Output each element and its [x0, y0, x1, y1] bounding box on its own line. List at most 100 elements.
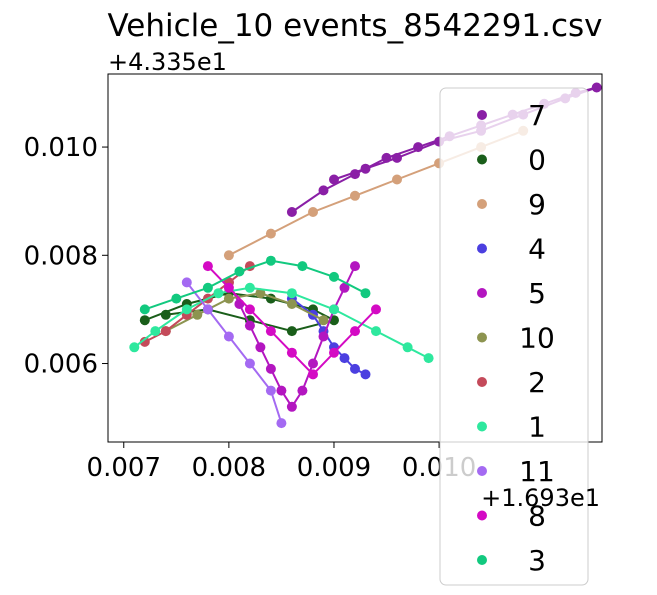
- data-point: [318, 331, 329, 342]
- data-point: [181, 304, 192, 315]
- y-tick-label: 0.006: [24, 350, 98, 380]
- legend-marker: [477, 288, 487, 298]
- legend-label: 8: [528, 500, 546, 533]
- data-point: [244, 358, 255, 369]
- legend-label: 4: [528, 233, 546, 266]
- data-point: [350, 363, 360, 374]
- series-line-11: [186, 281, 283, 424]
- data-point: [350, 261, 360, 272]
- series-8: [202, 261, 381, 380]
- data-point: [276, 385, 287, 396]
- data-point: [244, 304, 255, 315]
- data-point: [350, 190, 360, 201]
- data-point: [350, 169, 360, 180]
- legend-label: 9: [528, 188, 546, 221]
- series-3: [139, 255, 371, 315]
- plot-frame: [107, 73, 603, 443]
- legend-marker: [477, 421, 487, 432]
- legend-label: 3: [528, 544, 546, 577]
- chart-title: Vehicle_10 events_8542291.csv: [107, 8, 602, 44]
- data-point: [160, 326, 171, 337]
- data-point: [171, 293, 182, 304]
- data-point: [181, 277, 192, 288]
- series-2: [139, 261, 255, 347]
- data-point: [339, 282, 350, 293]
- series-1: [129, 282, 434, 364]
- data-point: [234, 266, 245, 277]
- data-point: [255, 288, 266, 299]
- legend-marker: [477, 154, 487, 165]
- x-axis: 0.007 0.008 0.009 0.010: [87, 442, 476, 483]
- x-tick-label: 0.007: [87, 453, 161, 483]
- data-point: [423, 353, 434, 364]
- data-point: [244, 282, 255, 293]
- legend-marker: [477, 199, 487, 209]
- legend-label: 0: [528, 144, 546, 177]
- y-tick-label: 0.008: [24, 241, 98, 271]
- data-point: [150, 326, 161, 337]
- legend-marker: [477, 466, 487, 476]
- data-point: [129, 342, 140, 353]
- y-offset-label: +4.335e1: [108, 48, 227, 76]
- data-point: [265, 385, 276, 396]
- data-point: [192, 309, 203, 320]
- data-point: [339, 353, 350, 364]
- data-point: [286, 288, 297, 299]
- legend-box: [439, 87, 589, 586]
- x-tick-label: 0.008: [192, 453, 266, 483]
- data-point: [286, 207, 297, 217]
- legend-marker: [477, 510, 487, 521]
- data-point: [234, 299, 245, 309]
- data-point: [160, 309, 171, 320]
- data-point: [265, 228, 276, 239]
- legend-label: 1: [528, 411, 546, 444]
- data-point: [286, 326, 297, 337]
- series-line-3: [144, 259, 366, 311]
- data-point: [139, 315, 150, 326]
- data-point: [413, 142, 424, 153]
- data-point: [591, 82, 602, 93]
- data-point: [318, 185, 329, 196]
- data-point: [329, 271, 339, 282]
- data-point: [265, 255, 276, 266]
- data-point: [297, 385, 308, 396]
- data-point: [360, 288, 371, 299]
- data-point: [244, 320, 255, 331]
- data-point: [381, 152, 392, 163]
- y-axis: 0.006 0.008 0.010: [24, 133, 108, 380]
- data-point: [265, 326, 276, 337]
- x-tick-label: 0.009: [297, 453, 371, 483]
- legend-label: 11: [519, 455, 555, 488]
- data-point: [329, 347, 339, 358]
- data-point: [360, 163, 371, 174]
- legend-label: 7: [528, 99, 546, 132]
- legend-marker: [477, 377, 487, 387]
- data-point: [350, 326, 360, 337]
- data-point: [223, 250, 234, 261]
- legend-marker: [477, 243, 487, 254]
- data-point: [308, 358, 318, 369]
- data-point: [371, 304, 381, 315]
- data-point: [202, 304, 213, 315]
- data-point: [318, 315, 329, 326]
- data-point: [329, 174, 339, 185]
- data-point: [360, 369, 371, 380]
- x-offset-label: +1.693e1: [481, 484, 600, 512]
- legend-label: 5: [528, 277, 546, 310]
- data-point: [308, 207, 318, 217]
- data-point: [276, 418, 287, 429]
- data-point: [392, 152, 402, 163]
- data-point: [402, 342, 413, 353]
- legend-marker: [477, 332, 487, 343]
- data-point: [286, 299, 297, 309]
- data-point: [371, 326, 381, 337]
- data-point: [265, 363, 276, 374]
- data-point: [308, 369, 318, 380]
- data-point: [139, 304, 150, 315]
- data-point: [329, 304, 339, 315]
- data-point: [255, 342, 266, 353]
- data-point: [392, 174, 402, 185]
- data-point: [223, 282, 234, 293]
- data-point: [202, 261, 213, 272]
